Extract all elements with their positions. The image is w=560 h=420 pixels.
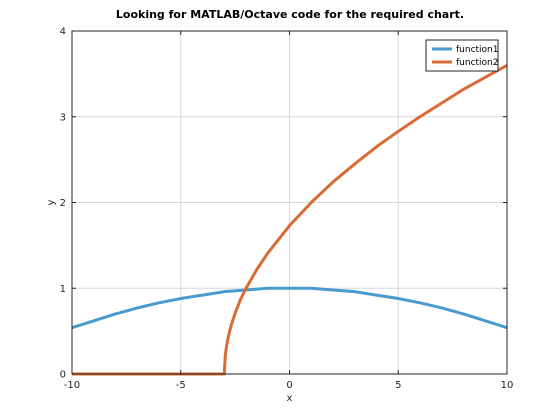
y-tick-label: 3: [60, 112, 66, 123]
y-tick-label: 4: [60, 27, 66, 38]
x-axis-label: x: [287, 393, 293, 404]
x-tick-label: 10: [501, 380, 514, 391]
y-tick-label: 1: [60, 284, 66, 295]
x-tick-label: 0: [286, 380, 292, 391]
x-tick-label: -5: [176, 380, 186, 391]
y-axis-label: y: [46, 199, 57, 205]
x-tick-label: -10: [64, 380, 80, 391]
y-tick-label: 2: [60, 198, 66, 209]
ticks: -10 -5 0 5 10 0 1 2 3 4: [60, 27, 514, 392]
legend-label-function1: function1: [456, 45, 499, 55]
y-tick-label: 0: [60, 370, 66, 381]
series-line-function1: [71, 286, 508, 330]
legend-label-function2: function2: [456, 58, 499, 68]
legend-box: [425, 39, 499, 72]
chart-title: Looking for MATLAB/Octave code for the r…: [116, 8, 464, 21]
legend: function1 function2: [425, 39, 499, 72]
x-tick-label: 5: [395, 380, 401, 391]
